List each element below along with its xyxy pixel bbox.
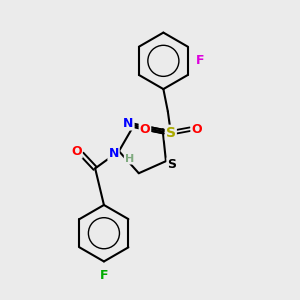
Text: O: O — [140, 123, 150, 136]
Text: H: H — [125, 154, 134, 164]
Text: N: N — [123, 117, 134, 130]
Text: S: S — [167, 158, 176, 171]
Text: N: N — [108, 147, 119, 160]
Text: S: S — [166, 126, 176, 140]
Text: F: F — [196, 54, 204, 67]
Text: O: O — [191, 123, 202, 136]
Text: O: O — [71, 145, 82, 158]
Text: F: F — [100, 268, 108, 282]
